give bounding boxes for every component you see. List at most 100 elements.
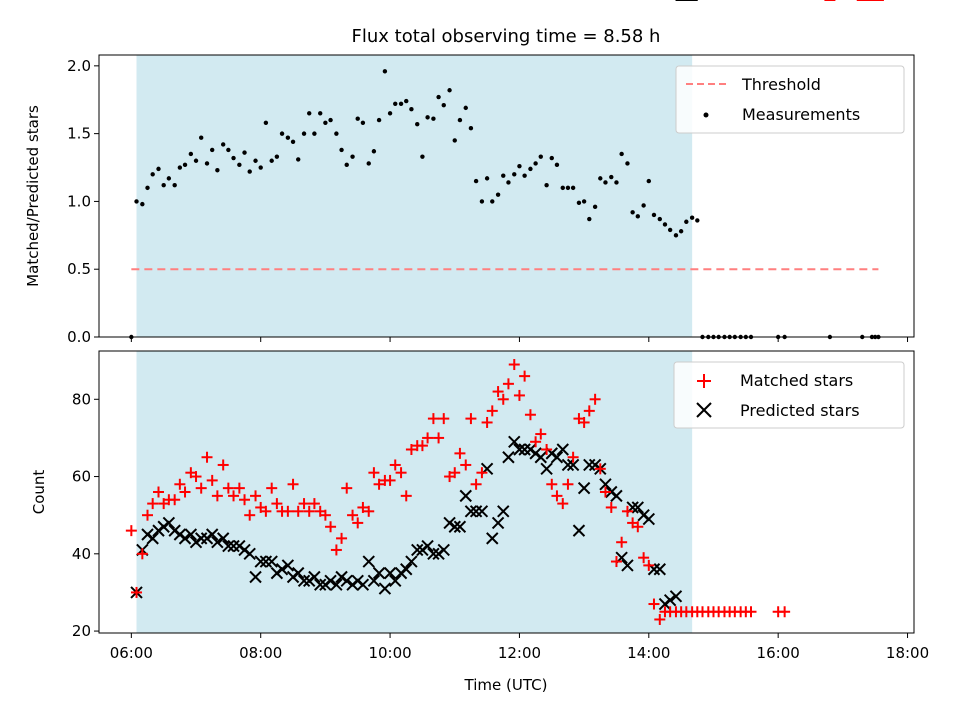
measurement-point (431, 116, 436, 121)
predicted-star-point (265, 555, 278, 568)
matched-star-point (481, 416, 493, 428)
matched-star-point (541, 444, 553, 456)
measurement-point (188, 151, 194, 157)
predicted-star-point (281, 559, 295, 572)
x-tick-label: 08:00 (239, 644, 282, 662)
x-tick-label: 06:00 (110, 644, 153, 662)
predicted-star-point (389, 574, 402, 588)
matched-star-point (632, 521, 644, 533)
measurement-point (274, 154, 280, 159)
matched-star-point (153, 486, 165, 498)
measurement-point (598, 176, 603, 181)
matched-star-point (513, 389, 525, 401)
matched-star-point (325, 521, 337, 533)
predicted-star-point (475, 505, 489, 518)
matched-star-point (222, 482, 234, 494)
measurement-point (334, 131, 339, 136)
predicted-star-point (314, 578, 327, 591)
measurement-point (452, 138, 457, 143)
matched-star-point (206, 474, 218, 486)
predicted-star-point (308, 570, 321, 584)
chart-title: Flux total observing time = 8.58 h (352, 26, 661, 47)
predicted-star-point (330, 578, 343, 591)
matched-star-point (211, 490, 223, 502)
matched-star-point (438, 413, 450, 425)
matched-star-point (599, 486, 611, 498)
measurement-point (554, 162, 560, 168)
matched-star-point (147, 498, 159, 510)
x-tick-label: 18:00 (886, 644, 929, 662)
measurement-point (673, 233, 679, 238)
measurement-point (576, 200, 582, 205)
matched-star-point (476, 467, 488, 479)
measurement-point (528, 166, 533, 172)
matched-star-point (228, 490, 240, 502)
measurement-point (387, 111, 393, 116)
measurement-point (619, 151, 624, 157)
predicted-star-point (378, 582, 392, 595)
matched-star-point (422, 432, 434, 444)
measurement-point (376, 117, 382, 123)
measurement-point (473, 178, 479, 184)
y-tick-label: 2.0 (67, 57, 91, 75)
predicted-star-point (631, 501, 645, 514)
measurement-point (339, 147, 344, 153)
matched-star-point (308, 498, 320, 510)
matched-star-point (524, 409, 536, 421)
legend-measurements-swatch (703, 112, 709, 118)
measurement-point (290, 139, 296, 144)
predicted-star-point (146, 532, 159, 545)
matched-star-point (486, 405, 498, 417)
bottom-x-axis: 06:00 08:00 10:00 12:00 14:00 16:00 18:00 (110, 633, 929, 662)
bottom-panel: 20 40 60 80 06:00 08:00 10:00 12:00 14:00 16:00 1… (30, 0, 929, 694)
matched-star-point (492, 386, 504, 398)
measurement-point (215, 168, 220, 173)
matched-star-point (508, 359, 520, 371)
measurement-point (490, 199, 495, 204)
y-tick-label: 1.0 (67, 192, 91, 210)
measurement-point (404, 98, 409, 104)
bottom-plot-frame (98, 350, 915, 634)
matched-star-point (638, 552, 650, 564)
predicted-star-point (421, 539, 434, 553)
x-axis-label: Time (UTC) (464, 676, 548, 694)
y-tick-label: 60 (72, 468, 91, 486)
predicted-star-point (518, 443, 531, 456)
predicted-star-point (513, 443, 526, 456)
predicted-star-point (663, 593, 677, 607)
measurement-point (468, 126, 474, 131)
measurement-point (269, 158, 274, 163)
predicted-star-point (184, 528, 198, 541)
measurement-point (328, 117, 333, 123)
matched-star-point (567, 451, 579, 463)
top-x-tick-marks (130, 337, 909, 342)
predicted-star-point (292, 566, 305, 580)
predicted-star-point (556, 443, 569, 456)
predicted-star-point (621, 559, 634, 572)
measurement-point (651, 212, 657, 218)
measurement-point (242, 150, 247, 155)
measurement-point (279, 131, 285, 136)
measurement-point (312, 131, 317, 136)
y-tick-label: 20 (72, 622, 91, 640)
matched-star-point (433, 432, 445, 444)
matched-star-point (131, 586, 143, 598)
predicted-star-point (508, 435, 521, 448)
measurement-point (544, 182, 549, 188)
measurement-point (226, 147, 231, 153)
matched-star-point (589, 393, 601, 405)
predicted-star-point (243, 547, 256, 561)
matched-star-point (470, 478, 482, 490)
matched-star-point (260, 505, 272, 517)
matched-star-point (174, 478, 186, 490)
measurement-point (150, 172, 155, 177)
matched-star-point (460, 459, 472, 471)
matched-star-point (341, 482, 353, 494)
predicted-star-point (211, 536, 224, 549)
y-tick-label: 40 (72, 545, 91, 563)
y-tick-label: 80 (72, 390, 91, 408)
measurement-point (166, 176, 172, 181)
predicted-star-point (599, 478, 612, 491)
measurement-point (193, 158, 199, 163)
measurement-point (420, 154, 425, 159)
